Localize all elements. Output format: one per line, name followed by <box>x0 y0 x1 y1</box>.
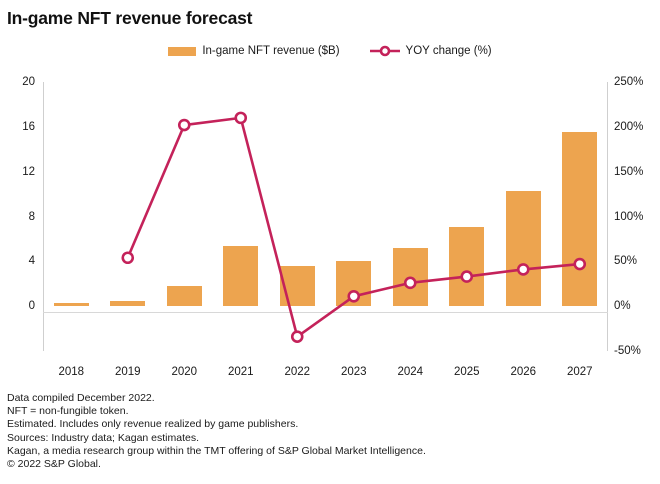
x-axis-tick-label: 2018 <box>58 366 85 378</box>
footnotes: Data compiled December 2022. NFT = non-fu… <box>7 392 647 471</box>
bar <box>562 132 598 307</box>
y-axis-right-tick-label: 250% <box>614 76 644 88</box>
footnote-line: Sources: Industry data; Kagan estimates. <box>7 431 200 444</box>
y-axis-left-tick-label: 16 <box>22 120 35 133</box>
bar <box>392 247 428 307</box>
chart-legend: In-game NFT revenue ($B) YOY change (%) <box>0 44 660 58</box>
bar <box>279 265 315 307</box>
y-axis-left-tick-label: 8 <box>28 210 35 223</box>
y-axis-left-tick-label: 0 <box>28 300 35 313</box>
line-marker <box>177 118 191 132</box>
y-axis-right-tick-label: 200% <box>614 120 644 133</box>
bar <box>336 261 372 307</box>
x-axis-tick-label: 2021 <box>227 366 254 378</box>
x-axis-tick-label: 2027 <box>566 366 593 378</box>
y-axis-right-ticks: -50% 0% 50% 100% 150% 200% 250% <box>614 0 660 484</box>
x-axis-tick-label: 2024 <box>397 366 424 378</box>
bar <box>110 300 146 307</box>
line-marker <box>234 111 248 125</box>
line-marker <box>121 251 135 265</box>
footnote-line: Data compiled December 2022. <box>7 392 155 404</box>
legend-item-revenue[interactable]: In-game NFT revenue ($B) <box>168 45 340 57</box>
bar <box>223 245 259 307</box>
y-axis-right-tick-label: 50% <box>614 255 638 268</box>
y-axis-right-tick-label: 100% <box>614 210 644 223</box>
footnote-line: © 2022 S&P Global. <box>7 458 101 471</box>
x-axis-tick-label: 2020 <box>171 366 198 378</box>
y-axis-left-line <box>43 82 44 351</box>
bar <box>449 226 485 307</box>
footnote-line: NFT = non-fungible token. <box>7 405 129 418</box>
y-axis-right-tick-label: -50% <box>614 345 641 357</box>
y-axis-left-tick-label: 12 <box>22 165 35 178</box>
y-axis-left-tick-label: 4 <box>28 255 35 268</box>
x-axis-tick-label: 2025 <box>453 366 480 378</box>
y-axis-left-tick-label: 20 <box>22 76 35 88</box>
footnote-line: Estimated. Includes only revenue realize… <box>7 418 299 431</box>
line-marker-swatch-icon <box>369 44 400 58</box>
x-axis-tick-label: 2023 <box>340 366 367 378</box>
legend-item-yoy[interactable]: YOY change (%) <box>369 44 492 58</box>
footnote-line: Kagan, a media research group within the… <box>7 444 426 457</box>
bar-swatch-icon <box>168 46 197 56</box>
x-axis-tick-label: 2022 <box>284 366 311 378</box>
page-title: In-game NFT revenue forecast <box>7 8 253 28</box>
bar <box>505 190 541 307</box>
y-axis-right-line <box>607 82 608 351</box>
x-axis-tick-label: 2026 <box>510 366 537 378</box>
x-axis-ticks: 2018 2019 2020 2021 2022 2023 2024 2025 2026 2027 <box>0 366 660 382</box>
legend-label-revenue: In-game NFT revenue ($B) <box>202 45 340 57</box>
legend-label-yoy: YOY change (%) <box>405 45 492 57</box>
bar <box>53 302 89 307</box>
y-axis-left-ticks: 0 4 8 12 16 20 <box>0 0 35 484</box>
x-axis-tick-label: 2019 <box>114 366 141 378</box>
line-marker <box>290 330 304 343</box>
bar <box>166 285 202 307</box>
y-axis-right-tick-label: 0% <box>614 300 631 313</box>
x-axis-baseline <box>43 312 608 313</box>
y-axis-right-tick-label: 150% <box>614 165 644 178</box>
